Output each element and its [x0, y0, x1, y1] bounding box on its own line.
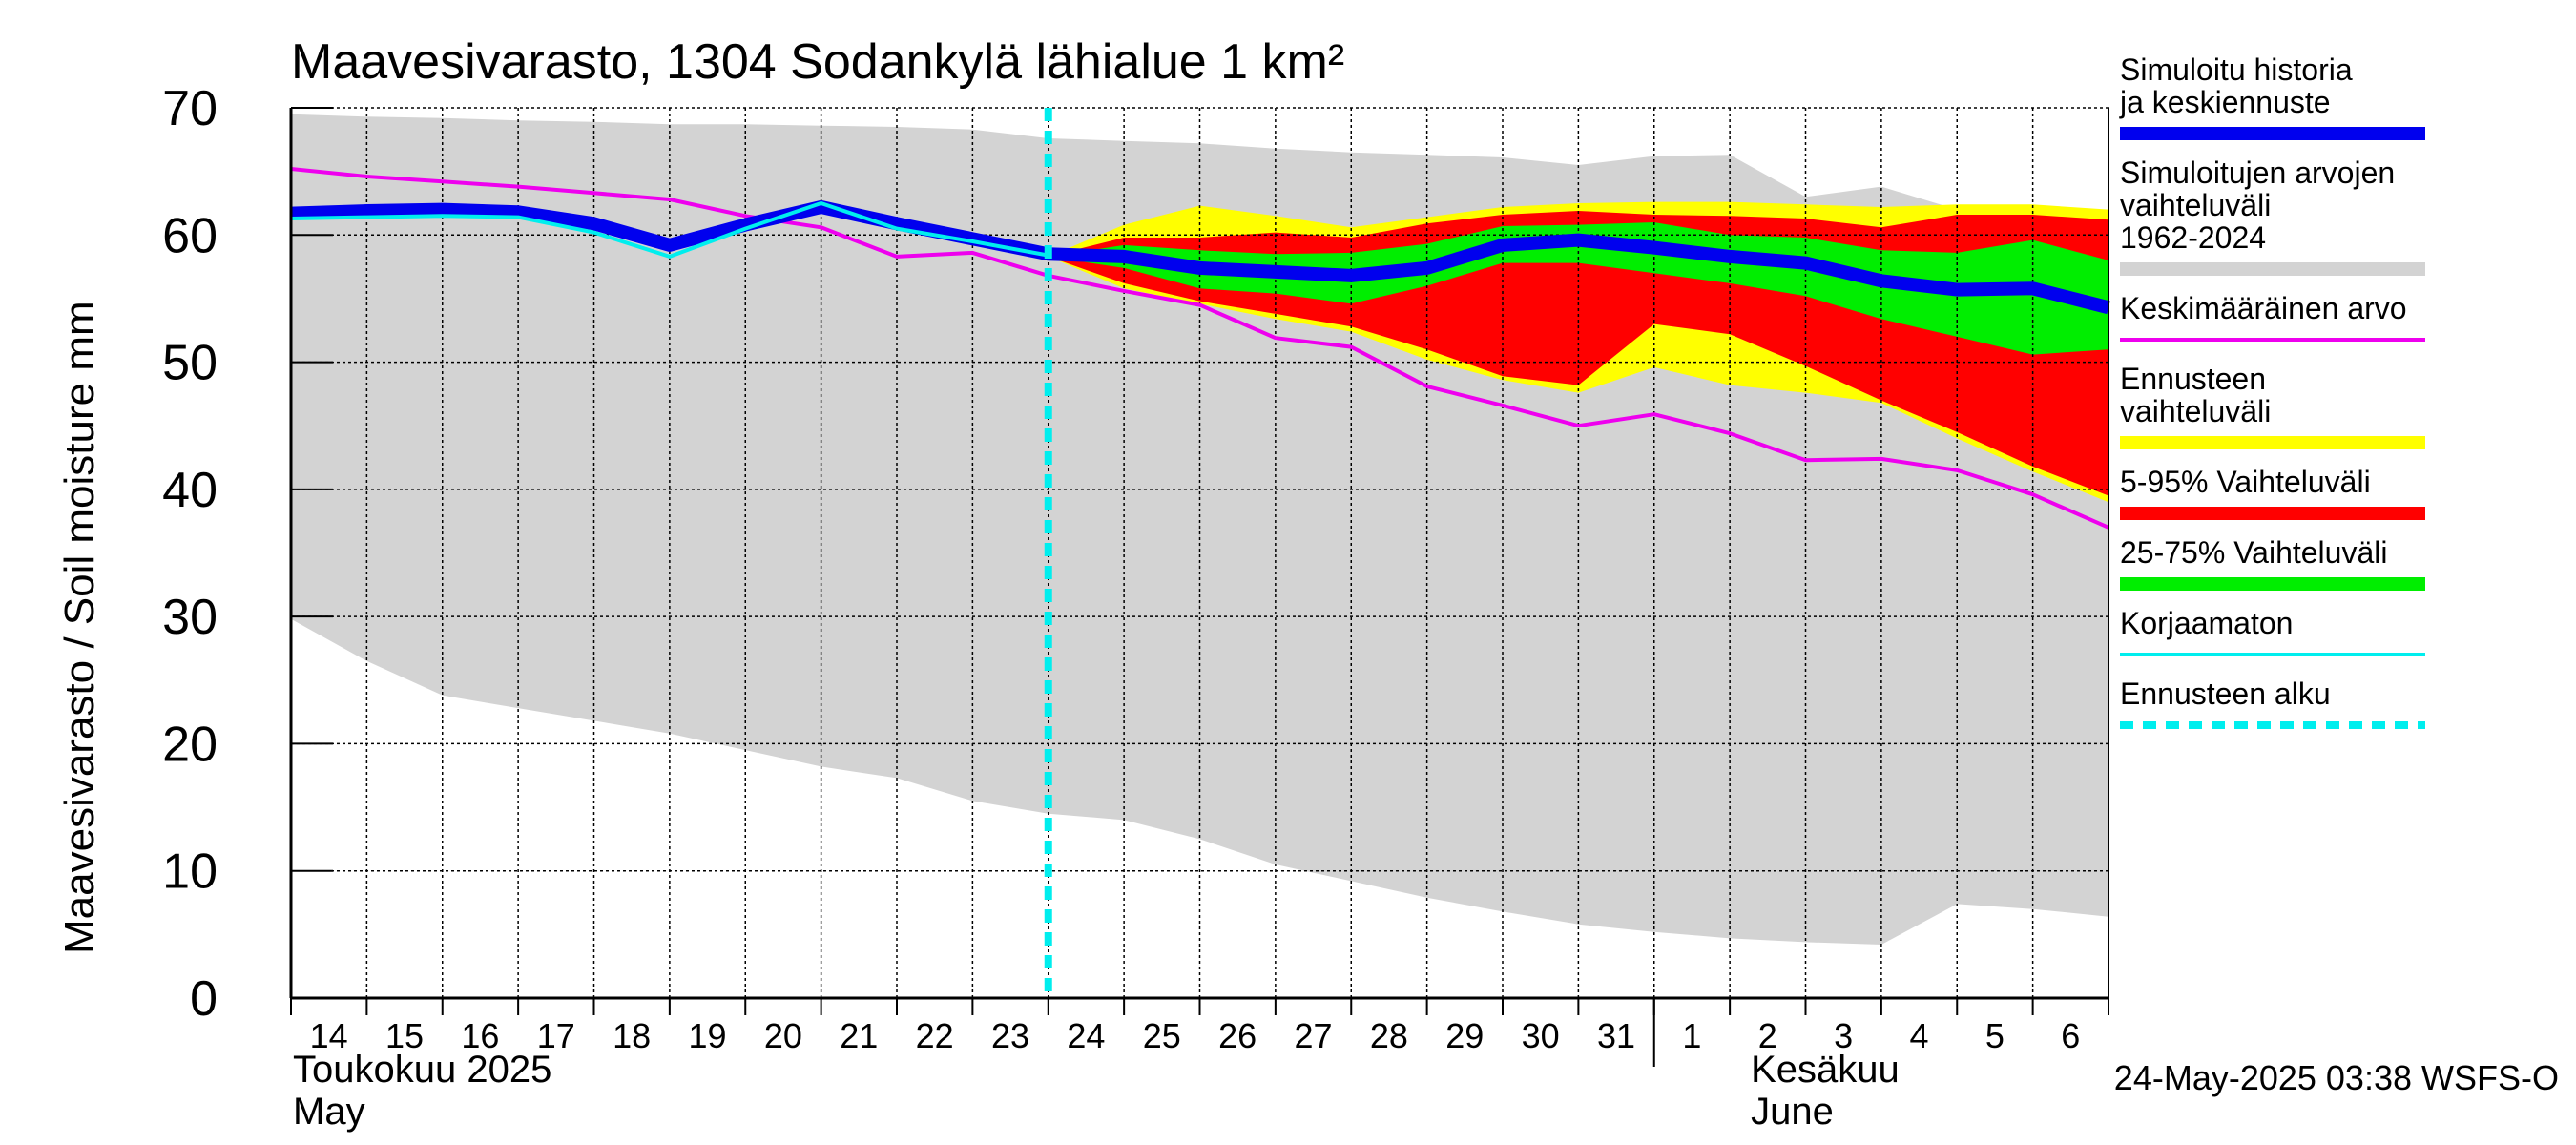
- legend: Simuloitu historia ja keskiennuste Simuloi…: [2119, 52, 2425, 729]
- y-tick-label: 30: [162, 590, 218, 645]
- x-tick-label: 25: [1143, 1016, 1181, 1055]
- timestamp: 24-May-2025 03:38 WSFS-O: [2114, 1058, 2559, 1097]
- x-tick-label: 17: [537, 1016, 575, 1055]
- legend-label: Simuloitu historia ja keskiennuste: [2119, 52, 2353, 119]
- x-tick-label: 14: [310, 1016, 348, 1055]
- uncorrected-line: [290, 201, 1049, 259]
- month-label-fi: Toukokuu 2025: [293, 1049, 551, 1091]
- x-tick-label: 5: [1985, 1016, 2005, 1055]
- x-tick-label: 27: [1295, 1016, 1333, 1055]
- x-tick-label: 4: [1910, 1016, 1929, 1055]
- legend-label: 25-75% Vaihteluväli: [2120, 535, 2387, 570]
- y-tick-label: 40: [162, 463, 218, 518]
- month-label-fi: Kesäkuu: [1751, 1049, 1900, 1091]
- x-tick-label: 30: [1522, 1016, 1560, 1055]
- x-tick-label: 26: [1218, 1016, 1257, 1055]
- chart-title: Maavesivarasto, 1304 Sodankylä lähialue …: [291, 34, 1344, 90]
- x-tick-label: 18: [613, 1016, 651, 1055]
- legend-label: Keskimääräinen arvo: [2120, 291, 2407, 325]
- legend-label: 5-95% Vaihteluväli: [2120, 465, 2371, 499]
- x-tick-label: 2: [1758, 1016, 1777, 1055]
- legend-label: Ennusteen vaihteluväli: [2120, 362, 2271, 428]
- x-tick-label: 1: [1682, 1016, 1701, 1055]
- x-tick-label: 15: [385, 1016, 424, 1055]
- y-tick-label: 60: [162, 208, 218, 263]
- x-tick-label: 20: [764, 1016, 802, 1055]
- legend-label: Korjaamaton: [2120, 606, 2293, 640]
- x-tick-label: 23: [991, 1016, 1029, 1055]
- x-tick-label: 6: [2061, 1016, 2080, 1055]
- y-tick-label: 20: [162, 717, 218, 772]
- x-tick-label: 22: [916, 1016, 954, 1055]
- y-tick-label: 70: [162, 81, 218, 136]
- y-tick-label: 0: [190, 971, 218, 1027]
- x-tick-label: 31: [1597, 1016, 1635, 1055]
- x-tick-label: 3: [1834, 1016, 1853, 1055]
- p25-75-band: [1048, 222, 2109, 355]
- simulated-line: [290, 200, 2110, 315]
- x-tick-label: 19: [689, 1016, 727, 1055]
- mean-line: [290, 167, 2109, 530]
- legend-label: Ennusteen alku: [2120, 677, 2331, 711]
- y-tick-label: 10: [162, 844, 218, 900]
- x-tick-label: 16: [461, 1016, 499, 1055]
- month-label-en: May: [293, 1091, 365, 1133]
- legend-label: Simuloitujen arvojen vaihteluväli 1962-202…: [2120, 156, 2395, 255]
- month-label-en: June: [1751, 1091, 1834, 1133]
- x-tick-label: 28: [1370, 1016, 1408, 1055]
- x-tick-label: 21: [840, 1016, 878, 1055]
- x-tick-label: 29: [1445, 1016, 1484, 1055]
- y-axis-label: Maavesivarasto / Soil moisture mm: [56, 301, 103, 954]
- lines-layer: [290, 108, 2110, 998]
- y-tick-label: 50: [162, 336, 218, 391]
- axes-layer: [289, 107, 2109, 1067]
- x-tick-label: 24: [1067, 1016, 1105, 1055]
